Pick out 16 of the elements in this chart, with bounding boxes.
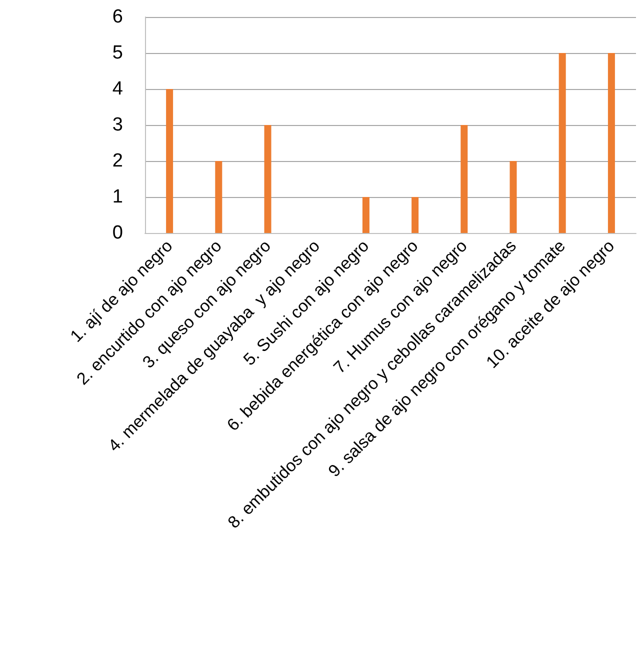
bar — [558, 53, 566, 233]
bar — [264, 125, 272, 233]
bar — [412, 197, 419, 233]
bar — [460, 125, 468, 233]
y-tick-label: 1 — [112, 186, 123, 208]
y-tick-label: 0 — [112, 222, 123, 244]
bar — [362, 197, 370, 233]
y-tick-label: 2 — [112, 150, 123, 172]
bar — [510, 161, 517, 233]
bar — [215, 161, 222, 233]
y-tick-label: 5 — [112, 42, 123, 64]
bar — [166, 89, 174, 233]
y-tick-label: 4 — [112, 78, 124, 100]
y-tick-label: 3 — [112, 114, 123, 136]
y-tick-label: 6 — [112, 6, 123, 28]
bar — [608, 53, 615, 233]
